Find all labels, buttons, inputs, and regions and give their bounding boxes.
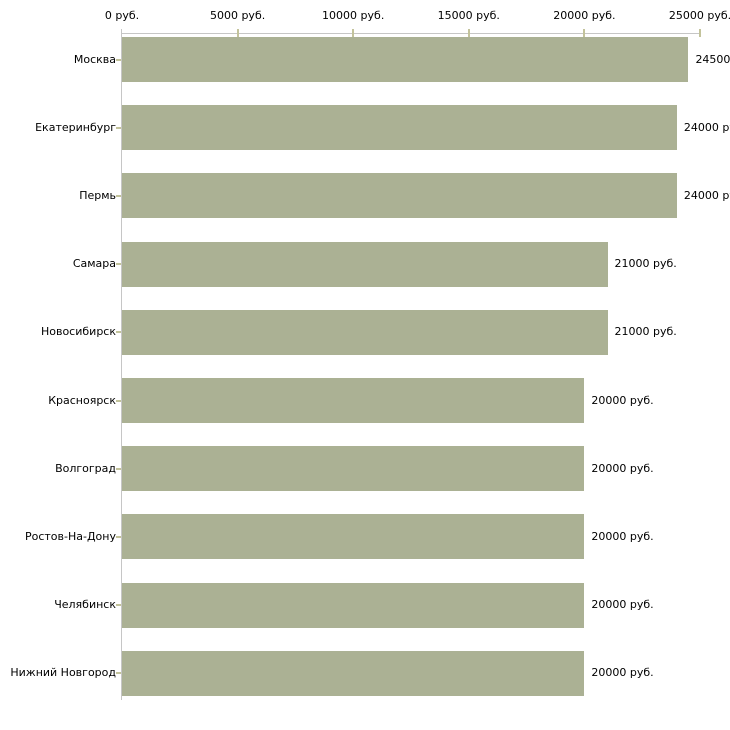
y-axis-tick [116,58,121,61]
y-axis-tick [116,331,121,334]
x-axis-tick [467,29,470,37]
x-axis-tick-label: 0 руб. [104,9,140,22]
y-axis-tick [116,263,121,266]
value-label: 24500 руб. [695,52,730,66]
bar [122,241,608,287]
x-axis-tick-label: 5000 руб. [209,9,266,22]
y-axis-tick [116,399,121,402]
x-axis-tick [236,29,239,37]
value-label: 20000 руб. [591,598,654,612]
category-label: Нижний Новгород [10,666,116,680]
category-label: Москва [73,52,116,66]
x-axis-tick [699,29,701,37]
bar [122,105,677,151]
bar [122,37,689,82]
x-axis-tick-label: 20000 руб. [553,9,616,22]
bar [122,514,585,560]
value-label: 20000 руб. [591,529,654,543]
category-label: Екатеринбург [35,120,116,134]
x-axis-tick-label: 10000 руб. [322,9,385,22]
value-label: 21000 руб. [614,257,677,271]
category-label: Ростов-На-Дону [24,529,116,543]
bar [122,309,608,355]
y-axis-tick [116,604,121,607]
category-label: Волгоград [55,461,116,475]
y-axis-tick [116,672,121,675]
category-label: Самара [72,257,116,271]
x-axis-tick-label: 25000 руб. [668,9,730,22]
value-label: 24000 руб. [683,120,730,134]
x-axis-tick [583,29,586,37]
bar [122,650,585,696]
x-axis-line [121,33,700,34]
value-label: 24000 руб. [683,188,730,202]
category-label: Новосибирск [40,325,116,339]
bar [122,582,585,628]
y-axis-tick [116,467,121,470]
bar [122,173,677,219]
category-label: Пермь [79,188,116,202]
bar [122,378,585,423]
y-axis-tick [116,194,121,197]
value-label: 21000 руб. [614,325,677,339]
category-label: Красноярск [48,393,116,407]
x-axis-tick [352,29,355,37]
value-label: 20000 руб. [591,461,654,475]
y-axis-line [121,29,122,700]
y-axis-tick [116,535,121,538]
category-label: Челябинск [54,598,116,612]
value-label: 20000 руб. [591,666,654,680]
bar [122,446,585,492]
value-label: 20000 руб. [591,393,654,407]
y-axis-tick [116,126,121,129]
x-axis-tick-label: 15000 руб. [437,9,500,22]
